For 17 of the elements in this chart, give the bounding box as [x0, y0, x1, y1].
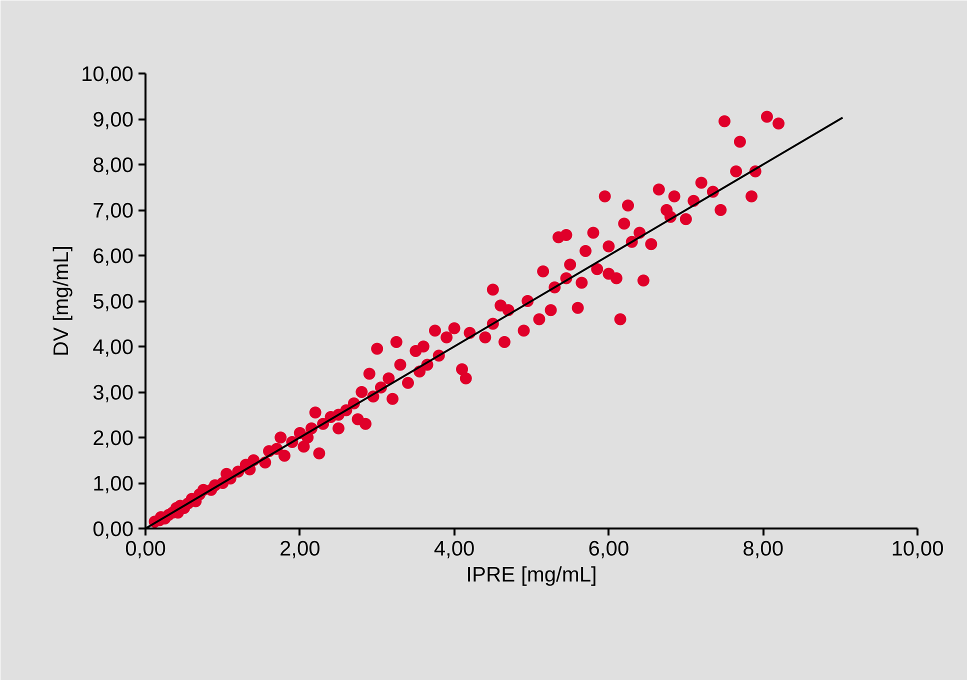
x-tick-label: 6,00: [588, 538, 630, 560]
x-tick-label: 10,00: [891, 538, 944, 560]
y-tick-label: 2,00: [92, 427, 134, 450]
x-tick-label: 4,00: [434, 538, 475, 560]
x-axis-title: IPRE [mg/mL]: [466, 564, 597, 586]
y-tick-label: 10,00: [80, 63, 134, 86]
x-tick-label: 2,00: [279, 538, 320, 560]
y-tick-label: 4,00: [92, 336, 134, 359]
y-tick-label: 9,00: [92, 108, 134, 132]
y-tick-label: 5,00: [92, 290, 134, 314]
y-tick-label: 3,00: [92, 382, 134, 404]
y-axis-title: DV [mg/mL]: [50, 246, 73, 356]
y-tick-label: 8,00: [92, 154, 134, 177]
y-tick-label: 1,00: [92, 472, 134, 496]
y-tick-label: 6,00: [92, 245, 134, 268]
y-tick-label: 7,00: [92, 200, 134, 222]
x-tick-label: 8,00: [742, 538, 784, 560]
